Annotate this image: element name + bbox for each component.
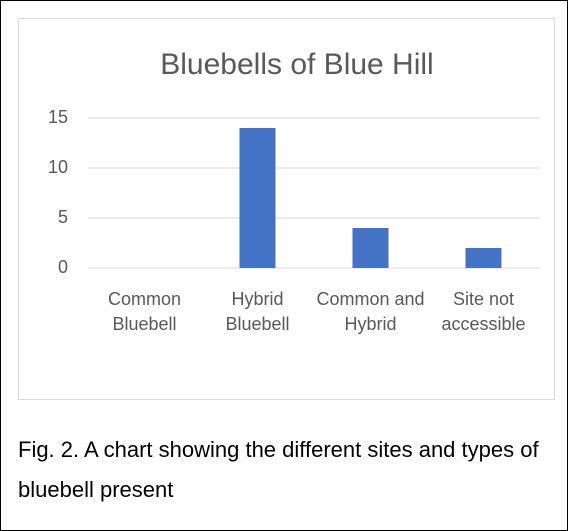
caption: Fig. 2. A chart showing the different si… xyxy=(18,437,539,502)
y-tick-label: 5 xyxy=(58,207,68,227)
x-tick-label: Common Bluebell xyxy=(107,289,182,334)
bar xyxy=(239,128,276,268)
chart-title: Bluebells of Blue Hill xyxy=(160,48,433,81)
x-tick-label: Hybrid Bluebell xyxy=(225,289,290,334)
x-tick-label: Common and Hybrid xyxy=(316,289,425,334)
x-tick-label: Site not accessible xyxy=(441,289,526,334)
chart-area xyxy=(18,18,555,400)
y-tick-label: 0 xyxy=(58,257,68,277)
bar xyxy=(465,248,502,268)
y-tick-label: 10 xyxy=(48,157,68,177)
y-tick-label: 15 xyxy=(48,107,68,127)
bar xyxy=(352,228,389,268)
